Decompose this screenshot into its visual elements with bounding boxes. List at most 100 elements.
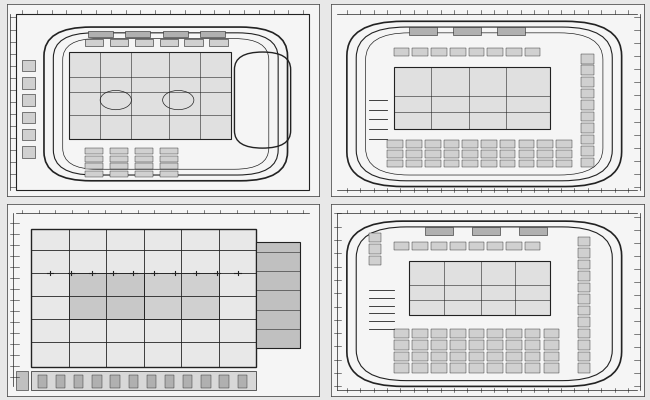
- Bar: [425, 150, 441, 158]
- Bar: [406, 140, 422, 148]
- Bar: [581, 77, 593, 87]
- Bar: [578, 329, 590, 338]
- Bar: [578, 317, 590, 327]
- Bar: [74, 375, 83, 388]
- Bar: [413, 329, 428, 338]
- Bar: [369, 256, 381, 265]
- Bar: [394, 48, 410, 56]
- Bar: [425, 160, 441, 167]
- Bar: [387, 160, 403, 167]
- Bar: [519, 160, 534, 167]
- Bar: [31, 371, 256, 390]
- Bar: [578, 352, 590, 362]
- Bar: [581, 146, 593, 156]
- Bar: [462, 150, 478, 158]
- Bar: [431, 48, 447, 56]
- Bar: [488, 352, 503, 362]
- Bar: [84, 38, 103, 46]
- Bar: [581, 123, 593, 133]
- Bar: [444, 150, 460, 158]
- Bar: [578, 248, 590, 258]
- Bar: [110, 164, 128, 169]
- Bar: [581, 88, 593, 98]
- Bar: [519, 150, 534, 158]
- Bar: [500, 140, 515, 148]
- Bar: [202, 375, 211, 388]
- Bar: [525, 329, 540, 338]
- Bar: [525, 352, 540, 362]
- Bar: [431, 363, 447, 373]
- Bar: [519, 227, 547, 234]
- Bar: [110, 38, 128, 46]
- Bar: [556, 150, 572, 158]
- Bar: [444, 160, 460, 167]
- Bar: [394, 329, 410, 338]
- Bar: [488, 48, 503, 56]
- Bar: [462, 140, 478, 148]
- Bar: [469, 363, 484, 373]
- Bar: [556, 140, 572, 148]
- Bar: [556, 160, 572, 167]
- Bar: [431, 329, 447, 338]
- Bar: [578, 363, 590, 373]
- Bar: [506, 340, 522, 350]
- Bar: [159, 171, 178, 177]
- Bar: [469, 329, 484, 338]
- Bar: [135, 164, 153, 169]
- Bar: [581, 112, 593, 121]
- Bar: [16, 371, 29, 390]
- Bar: [578, 294, 590, 304]
- Bar: [200, 31, 225, 37]
- Bar: [394, 363, 410, 373]
- Bar: [144, 273, 219, 319]
- Bar: [543, 352, 559, 362]
- Bar: [84, 156, 103, 162]
- Bar: [543, 340, 559, 350]
- Bar: [110, 156, 128, 162]
- Bar: [581, 158, 593, 167]
- Bar: [506, 329, 522, 338]
- Bar: [406, 160, 422, 167]
- Bar: [162, 31, 188, 37]
- Bar: [22, 129, 34, 140]
- Bar: [578, 340, 590, 350]
- Bar: [469, 340, 484, 350]
- Bar: [129, 375, 138, 388]
- Bar: [525, 48, 540, 56]
- Bar: [581, 100, 593, 110]
- Bar: [413, 363, 428, 373]
- Bar: [469, 352, 484, 362]
- Bar: [159, 148, 178, 154]
- Bar: [369, 233, 381, 242]
- Bar: [69, 273, 144, 319]
- Bar: [469, 242, 484, 250]
- Bar: [444, 140, 460, 148]
- Bar: [525, 340, 540, 350]
- Bar: [394, 68, 550, 129]
- Bar: [488, 363, 503, 373]
- Bar: [22, 60, 34, 71]
- Bar: [450, 242, 465, 250]
- Bar: [538, 160, 553, 167]
- Bar: [488, 329, 503, 338]
- Bar: [220, 375, 229, 388]
- Bar: [92, 375, 101, 388]
- Bar: [410, 27, 437, 35]
- Bar: [406, 150, 422, 158]
- Bar: [578, 271, 590, 281]
- Bar: [488, 340, 503, 350]
- Bar: [185, 38, 203, 46]
- Bar: [506, 363, 522, 373]
- Bar: [450, 340, 465, 350]
- Bar: [578, 306, 590, 315]
- Bar: [497, 27, 525, 35]
- Bar: [581, 54, 593, 64]
- Bar: [111, 375, 120, 388]
- Bar: [506, 242, 522, 250]
- Bar: [165, 375, 174, 388]
- Bar: [159, 38, 178, 46]
- Bar: [22, 77, 34, 88]
- Bar: [394, 340, 410, 350]
- Bar: [581, 66, 593, 75]
- Bar: [84, 164, 103, 169]
